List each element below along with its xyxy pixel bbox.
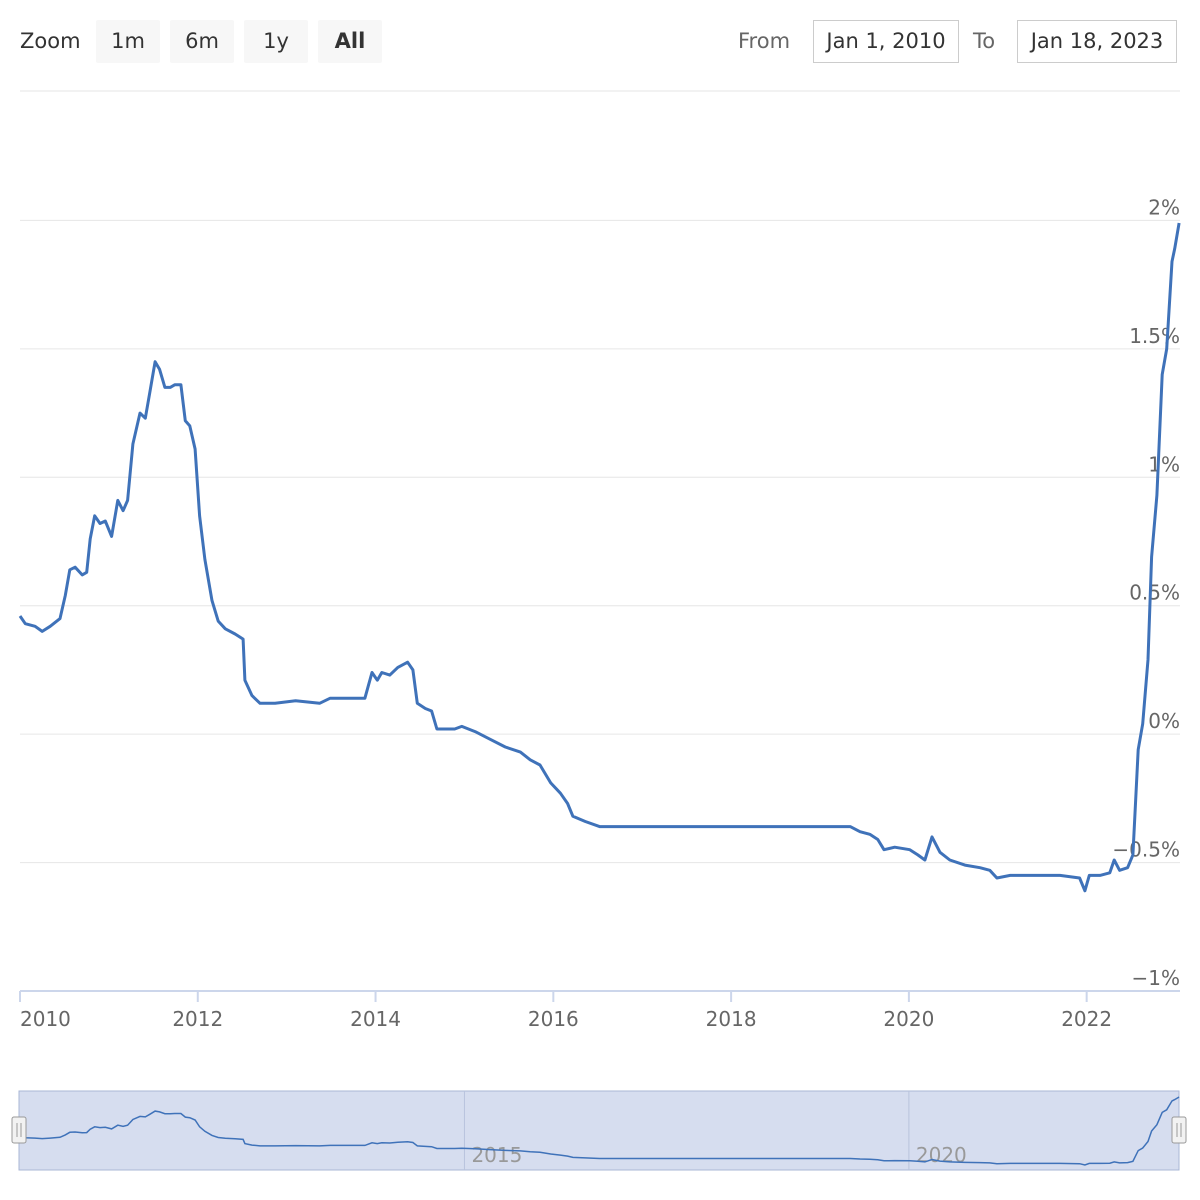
y-tick-label: 1.5% (1129, 324, 1180, 348)
zoom-button[interactable]: 6m (170, 20, 234, 63)
zoom-label: Zoom (20, 29, 81, 53)
zoom-button[interactable]: All (318, 20, 382, 63)
y-tick-label: −1% (1132, 966, 1181, 990)
x-tick-label: 2022 (1061, 1007, 1112, 1031)
navigator-handle[interactable] (11, 1116, 27, 1144)
from-label: From (738, 29, 791, 53)
from-input[interactable]: Jan 1, 2010 (813, 20, 959, 63)
zoom-button[interactable]: 1m (96, 20, 160, 63)
y-tick-label: −0.5% (1112, 838, 1180, 862)
x-tick-label: 2010 (20, 1007, 71, 1031)
zoom-button[interactable]: 1y (244, 20, 308, 63)
line (18, 222, 1181, 893)
x-tick-label: 2018 (706, 1007, 757, 1031)
to-label: To (973, 29, 996, 53)
x-tick-label: 2012 (172, 1007, 223, 1031)
x-tick-label: 2014 (350, 1007, 401, 1031)
y-tick-label: 1% (1148, 452, 1180, 476)
x-tick-label: 2016 (528, 1007, 579, 1031)
to-input[interactable]: Jan 18, 2023 (1017, 20, 1177, 63)
navigator-handle[interactable] (1171, 1116, 1187, 1144)
navigator-line (19, 1096, 1180, 1166)
x-tick-label: 2020 (883, 1007, 934, 1031)
y-tick-label: 0% (1148, 709, 1180, 733)
y-tick-label: 2% (1148, 195, 1180, 219)
navigator-tick-label: 2020 (916, 1143, 967, 1167)
y-tick-label: 0.5% (1129, 581, 1180, 605)
navigator-tick-label: 2015 (471, 1143, 522, 1167)
